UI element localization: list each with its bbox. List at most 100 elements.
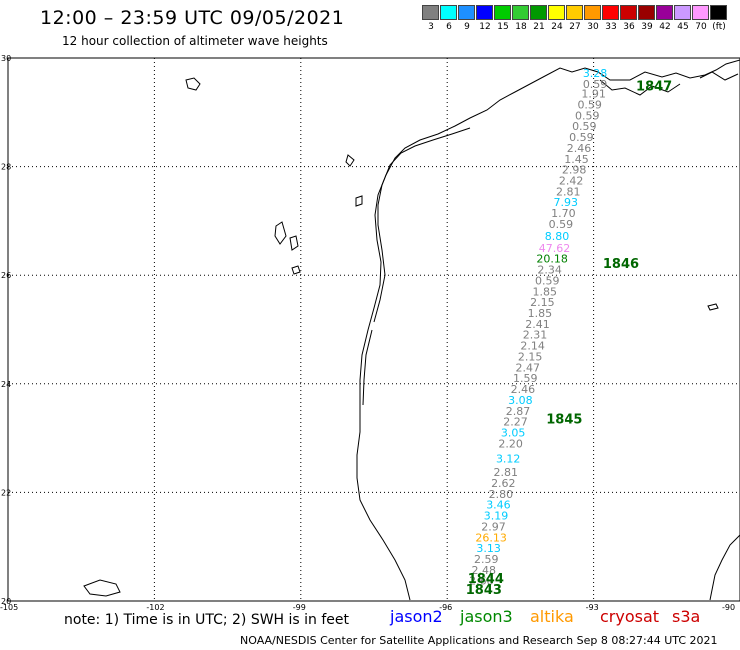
wave-height-label: 1.70 [551, 207, 576, 220]
colorbar-label: 15 [497, 22, 509, 32]
colorbar-swatch [458, 5, 475, 20]
colorbar-label: 3 [428, 22, 434, 32]
wave-height-label: 2.20 [498, 437, 523, 450]
colorbar-label: (ft) [712, 22, 726, 32]
wave-height-label: 2.15 [518, 350, 543, 363]
colorbar-labels: 3 6 9 12 15 18 21 24 27 30 33 36 39 42 45 70 (ft) [422, 22, 740, 34]
pass-time-label: 1844 [468, 572, 504, 587]
wave-height-label: 0.59 [549, 218, 574, 231]
colorbar-label: 9 [464, 22, 470, 32]
colorbar-label: 24 [551, 22, 563, 32]
wave-height-label: 2.59 [474, 553, 499, 566]
latitude-tick-label: 26 [1, 271, 11, 280]
wave-height-label: 2.87 [506, 405, 531, 418]
longitude-tick-label: -93 [586, 603, 599, 612]
colorbar-swatch [494, 5, 511, 20]
lake-4 [291, 265, 301, 275]
wave-height-label: 2.46 [511, 383, 536, 396]
longitude-tick-label: -102 [146, 603, 164, 612]
reef-1 [707, 303, 719, 311]
longitude-tick-label: -96 [439, 603, 452, 612]
wave-height-label: 2.68 [469, 575, 494, 588]
wave-height-label: 1.85 [528, 307, 553, 320]
wave-height-label: 3.13 [476, 542, 501, 555]
wave-height-label: 0.59 [583, 78, 608, 91]
wave-height-label: 2.80 [489, 488, 514, 501]
colorbar-label: 30 [587, 22, 599, 32]
pass-time-label: 1847 [636, 80, 672, 95]
satellite-track: 3.280.591.910.590.590.590.592.461.452.98… [466, 67, 672, 598]
wave-height-label: 0.59 [575, 109, 600, 122]
laguna-madre [362, 329, 373, 406]
lake-1 [185, 77, 201, 91]
longitude-tick-label: -90 [722, 603, 735, 612]
colorbar-label: 36 [623, 22, 635, 32]
wave-height-label: 2.47 [515, 361, 540, 374]
wave-height-label: 1.45 [564, 153, 589, 166]
wave-height-label: 2.31 [523, 329, 548, 342]
pass-time-label: 1843 [466, 583, 502, 598]
grid-lines [8, 58, 740, 601]
colorbar [422, 5, 728, 20]
wave-height-label: 26.13 [475, 531, 507, 544]
east-inlets-2 [699, 71, 739, 81]
wave-height-label: 3.08 [508, 394, 533, 407]
wave-height-label: 47.62 [539, 242, 571, 255]
colorbar-label: 33 [605, 22, 617, 32]
colorbar-label: 45 [677, 22, 689, 32]
colorbar-label: 6 [446, 22, 452, 32]
wave-height-label: 2.15 [530, 296, 555, 309]
wave-height-label: 2.81 [494, 466, 519, 479]
wave-height-label: 1.59 [513, 372, 538, 385]
colorbar-swatch [422, 5, 439, 20]
wave-height-label: 3.28 [583, 67, 608, 80]
colorbar-swatch [674, 5, 691, 20]
latitude-tick-label: 24 [1, 380, 11, 389]
wave-height-label: 2.48 [472, 564, 497, 577]
legend-s3a: s3a [672, 607, 701, 626]
wave-height-label: 2.27 [503, 416, 528, 429]
lake-3 [289, 235, 299, 251]
east-inlets [599, 79, 681, 96]
colorbar-swatch [566, 5, 583, 20]
legend-jason3: jason3 [460, 607, 513, 626]
wave-height-label: 0.59 [535, 274, 560, 287]
colorbar-swatch [656, 5, 673, 20]
longitude-tick-label: -99 [293, 603, 306, 612]
wave-height-label: 2.41 [525, 318, 550, 331]
pass-time-label: 1846 [603, 257, 639, 272]
map-frame [7, 57, 740, 602]
map-subtitle: 12 hour collection of altimeter wave hei… [62, 34, 328, 48]
yucatan-coast [709, 534, 740, 601]
colorbar-swatch [710, 5, 727, 20]
wave-height-label: 2.81 [556, 185, 581, 198]
credit-line: NOAA/NESDIS Center for Satellite Applica… [240, 634, 718, 647]
colorbar-label: 21 [533, 22, 545, 32]
latitude-tick-label: 28 [1, 163, 11, 172]
island-1 [83, 579, 121, 597]
colorbar-swatch [530, 5, 547, 20]
colorbar-swatch [548, 5, 565, 20]
colorbar-label: 70 [695, 22, 707, 32]
colorbar-swatch [620, 5, 637, 20]
footer-note: note: 1) Time is in UTC; 2) SWH is in fe… [64, 612, 350, 628]
legend-cryosat: cryosat [600, 607, 660, 626]
wave-height-label: 3.05 [501, 426, 526, 439]
wave-height-label: 0.59 [569, 131, 594, 144]
wave-height-label: 2.42 [559, 175, 584, 188]
wave-height-label: 0.59 [572, 120, 597, 133]
wave-height-label: 1.91 [581, 88, 606, 101]
colorbar-swatch [602, 5, 619, 20]
colorbar-swatch [692, 5, 709, 20]
legend-altika: altika [530, 607, 574, 626]
inner-coastline [373, 127, 471, 323]
latitude-tick-label: 22 [1, 488, 11, 497]
colorbar-label: 42 [659, 22, 671, 32]
latitude-tick-label: 20 [1, 597, 11, 606]
wave-height-label: 3.46 [486, 499, 511, 512]
wave-height-label: 1.85 [533, 285, 558, 298]
map-title: 12:00 – 23:59 UTC 09/05/2021 [40, 7, 345, 29]
wave-height-label: 20.18 [536, 253, 568, 266]
colorbar-label: 39 [641, 22, 653, 32]
